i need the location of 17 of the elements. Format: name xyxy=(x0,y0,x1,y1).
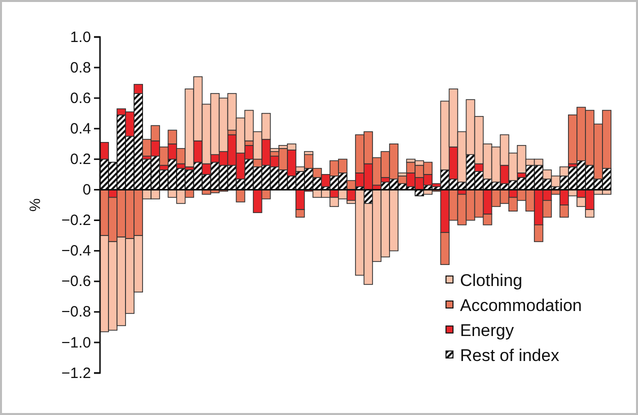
legend-label: Energy xyxy=(460,321,514,340)
y-tick-label: −1.0 xyxy=(61,334,91,352)
y-tick-label: 0.6 xyxy=(70,90,91,107)
y-tick-label: 0 xyxy=(82,182,91,199)
y-tick-label: −0.8 xyxy=(61,304,91,321)
y-tick-label: −0.2 xyxy=(61,212,91,230)
y-tick-label: −1.2 xyxy=(61,364,91,382)
y-axis-title: % xyxy=(27,198,44,212)
legend-label: Accommodation xyxy=(460,296,582,315)
y-tick-label: 0.4 xyxy=(70,120,91,138)
y-tick-label: −0.4 xyxy=(61,242,91,260)
y-tick-label: 0.8 xyxy=(70,59,91,76)
legend-label: Clothing xyxy=(460,271,522,290)
y-tick-label: 1.0 xyxy=(70,28,91,46)
y-tick-label: 0.2 xyxy=(70,150,91,168)
y-tick-label: −0.6 xyxy=(61,273,91,290)
legend-label: Rest of index xyxy=(460,346,560,365)
